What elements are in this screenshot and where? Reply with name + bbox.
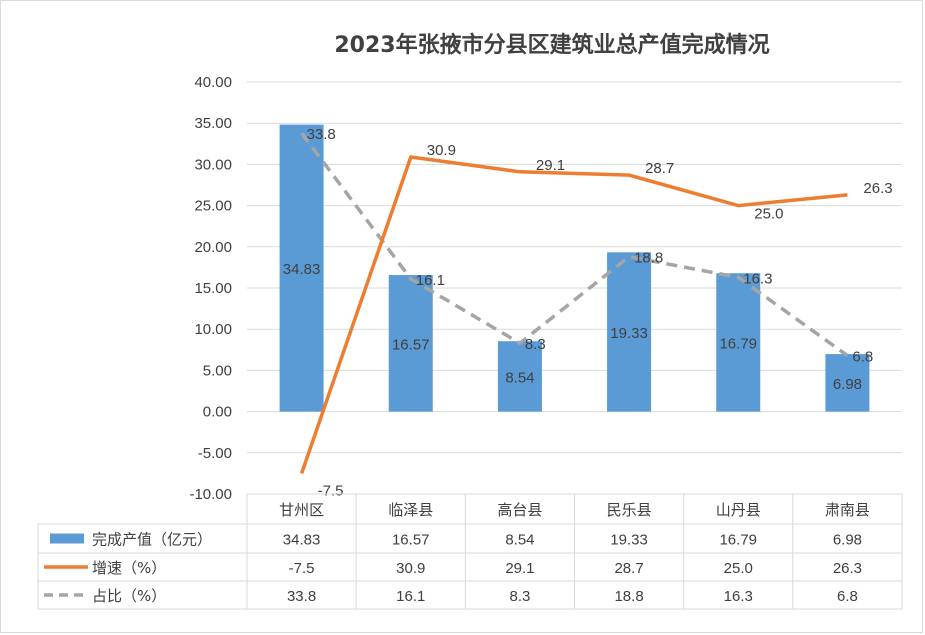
table-cell: 33.8	[287, 588, 316, 605]
y-tick-label: 10.00	[194, 321, 232, 338]
bar	[825, 354, 870, 412]
bar	[607, 252, 652, 412]
bar	[716, 273, 761, 412]
bar-series	[279, 124, 870, 412]
legend-series-name: 占比（%）	[92, 587, 166, 605]
y-tick-label: -5.00	[198, 445, 232, 462]
table-cell: 18.8	[614, 588, 643, 605]
chart-title: 2023年张掖市分县区建筑业总产值完成情况	[334, 32, 769, 58]
growth-value-label: 26.3	[863, 180, 892, 197]
gridlines	[247, 81, 902, 495]
share-line	[300, 132, 849, 358]
table-cell: -7.5	[289, 560, 315, 577]
y-tick-label: 5.00	[203, 362, 232, 379]
table-cell: 16.1	[396, 588, 425, 605]
table-cell: 16.79	[719, 532, 757, 549]
growth-value-label: 28.7	[645, 160, 674, 177]
bar-value-label: 19.33	[610, 325, 648, 342]
growth-value-label: 25.0	[754, 206, 783, 223]
share-value-label: 6.8	[852, 349, 873, 366]
y-tick-label: 25.00	[194, 198, 232, 215]
y-tick-label: 40.00	[194, 74, 232, 91]
category-label: 甘州区	[279, 501, 324, 519]
table-cell: 19.33	[610, 532, 648, 549]
category-label: 民乐县	[607, 501, 652, 519]
table-cell: 30.9	[396, 560, 425, 577]
bar	[497, 341, 542, 412]
share-value-label: 16.1	[416, 272, 445, 289]
table-cell: 34.83	[283, 532, 321, 549]
category-label: 肃南县	[825, 501, 870, 519]
line-series	[299, 132, 849, 474]
table-cell: 28.7	[614, 560, 643, 577]
table-cell: 6.8	[837, 588, 858, 605]
y-tick-label: 15.00	[194, 280, 232, 297]
growth-value-label: 30.9	[427, 142, 456, 159]
legend-series-name: 完成产值（亿元）	[92, 531, 212, 549]
table-cell: 6.98	[833, 532, 862, 549]
legend-series-name: 增速（%）	[92, 559, 166, 577]
y-tick-label: 35.00	[194, 115, 232, 132]
bar	[279, 124, 324, 412]
growth-value-label: 29.1	[536, 157, 565, 174]
legend-key-bar	[50, 533, 84, 544]
data-labels: 34.83 16.57 8.54 19.33 16.79 6.98 -7.5 30.9 29.1…	[283, 126, 893, 499]
bar	[388, 275, 433, 412]
share-value-label: 16.3	[743, 270, 772, 287]
y-tick-label: -10.00	[189, 486, 232, 503]
bar-value-label: 16.79	[719, 335, 757, 352]
table-cell: 25.0	[724, 560, 753, 577]
bar-value-label: 6.98	[833, 376, 862, 393]
category-label: 高台县	[497, 501, 542, 519]
growth-value-label: -7.5	[318, 482, 344, 499]
share-value-label: 18.8	[634, 250, 663, 267]
bar-value-label: 8.54	[505, 369, 534, 386]
table-cell: 8.3	[509, 588, 530, 605]
category-label: 临泽县	[388, 501, 433, 519]
table-cell: 29.1	[505, 560, 534, 577]
share-value-label: 8.3	[525, 336, 546, 353]
table-cell: 26.3	[833, 560, 862, 577]
growth-line	[299, 155, 848, 474]
y-tick-label: 20.00	[194, 239, 232, 256]
share-value-label: 33.8	[307, 126, 336, 143]
y-axis: 40.00 35.00 30.00 25.00 20.00 15.00 10.00 5.00 0…	[189, 74, 232, 503]
table-cell: 16.3	[724, 588, 753, 605]
y-tick-label: 0.00	[203, 404, 232, 421]
bar-value-label: 34.83	[283, 261, 321, 278]
table-cell: 16.57	[392, 532, 430, 549]
y-tick-label: 30.00	[194, 156, 232, 173]
category-label: 山丹县	[716, 501, 761, 519]
bar-value-label: 16.57	[392, 336, 430, 353]
table-cell: 8.54	[505, 532, 534, 549]
